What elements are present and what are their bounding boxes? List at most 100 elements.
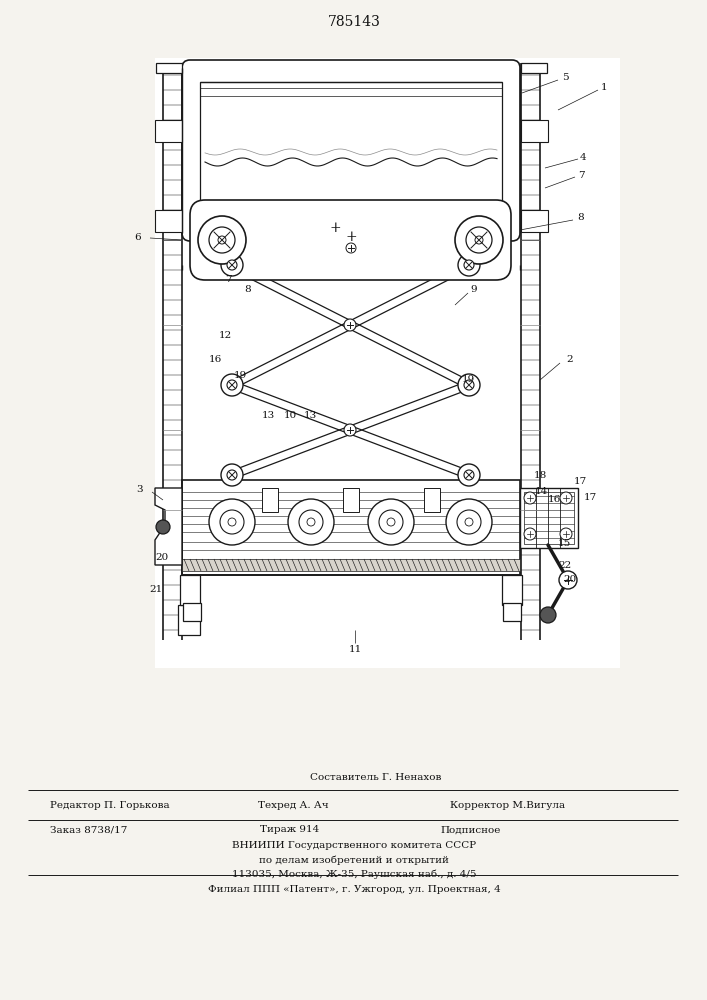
Bar bbox=[424, 488, 440, 512]
Text: 5: 5 bbox=[561, 74, 568, 83]
Bar bbox=[524, 492, 574, 544]
Text: 2: 2 bbox=[567, 356, 573, 364]
Text: 6: 6 bbox=[135, 232, 141, 241]
Text: по делам изобретений и открытий: по делам изобретений и открытий bbox=[259, 855, 449, 865]
Circle shape bbox=[227, 380, 237, 390]
Text: 8: 8 bbox=[578, 214, 584, 223]
Text: 1: 1 bbox=[601, 83, 607, 92]
Bar bbox=[521, 120, 548, 142]
Text: 9: 9 bbox=[471, 286, 477, 294]
Text: 19: 19 bbox=[462, 375, 474, 384]
FancyBboxPatch shape bbox=[182, 60, 520, 241]
Text: +: + bbox=[345, 230, 357, 244]
Circle shape bbox=[455, 216, 503, 264]
Bar bbox=[183, 603, 201, 621]
Circle shape bbox=[559, 571, 577, 589]
Circle shape bbox=[368, 499, 414, 545]
Text: 14: 14 bbox=[534, 488, 548, 496]
Text: 17: 17 bbox=[573, 478, 587, 487]
Circle shape bbox=[387, 518, 395, 526]
Text: 11: 11 bbox=[349, 646, 361, 654]
Text: 4: 4 bbox=[580, 152, 586, 161]
Text: ВНИИПИ Государственного комитета СССР: ВНИИПИ Государственного комитета СССР bbox=[232, 842, 476, 850]
Bar bbox=[503, 603, 521, 621]
Text: 3: 3 bbox=[136, 486, 144, 494]
Text: 15: 15 bbox=[557, 538, 571, 548]
Text: 13: 13 bbox=[262, 410, 274, 420]
Circle shape bbox=[218, 236, 226, 244]
Circle shape bbox=[458, 254, 480, 276]
Text: 19: 19 bbox=[233, 370, 247, 379]
Text: 16: 16 bbox=[547, 495, 561, 504]
Circle shape bbox=[209, 227, 235, 253]
Text: 13: 13 bbox=[303, 410, 317, 420]
Bar bbox=[521, 210, 548, 232]
Circle shape bbox=[524, 492, 536, 504]
Text: 10: 10 bbox=[284, 410, 297, 420]
Circle shape bbox=[458, 374, 480, 396]
Text: 20: 20 bbox=[563, 576, 577, 584]
Circle shape bbox=[344, 424, 356, 436]
Circle shape bbox=[209, 499, 255, 545]
FancyBboxPatch shape bbox=[190, 200, 511, 280]
Bar bbox=[155, 120, 182, 142]
Circle shape bbox=[221, 464, 243, 486]
Circle shape bbox=[288, 499, 334, 545]
Circle shape bbox=[446, 499, 492, 545]
Bar bbox=[156, 63, 182, 73]
Text: 22: 22 bbox=[559, 560, 572, 570]
Bar bbox=[520, 488, 578, 548]
Text: 113035, Москва, Ж-35, Раушская наб., д. 4/5: 113035, Москва, Ж-35, Раушская наб., д. … bbox=[232, 869, 477, 879]
Bar bbox=[155, 58, 620, 668]
Circle shape bbox=[344, 319, 356, 331]
Text: 17: 17 bbox=[583, 493, 597, 502]
Text: 18: 18 bbox=[533, 471, 547, 480]
Text: 785143: 785143 bbox=[327, 15, 380, 29]
Circle shape bbox=[524, 528, 536, 540]
Bar bbox=[178, 605, 200, 635]
Circle shape bbox=[466, 227, 492, 253]
Bar bbox=[200, 82, 502, 202]
Bar bbox=[343, 488, 359, 512]
Text: 7: 7 bbox=[578, 170, 584, 180]
Circle shape bbox=[560, 528, 572, 540]
Bar bbox=[180, 575, 200, 605]
Circle shape bbox=[540, 607, 556, 623]
Bar bbox=[521, 63, 547, 73]
Circle shape bbox=[464, 260, 474, 270]
Text: Заказ 8738/17: Заказ 8738/17 bbox=[50, 826, 127, 834]
Circle shape bbox=[227, 470, 237, 480]
Text: Подписное: Подписное bbox=[440, 826, 501, 834]
Text: Составитель Г. Ненахов: Составитель Г. Ненахов bbox=[310, 774, 441, 782]
Bar bbox=[502, 575, 522, 605]
Circle shape bbox=[299, 510, 323, 534]
Text: 16: 16 bbox=[209, 356, 221, 364]
Circle shape bbox=[346, 243, 356, 253]
Text: 8: 8 bbox=[245, 286, 251, 294]
Text: Редактор П. Горькова: Редактор П. Горькова bbox=[50, 800, 170, 810]
Bar bbox=[182, 559, 520, 571]
Circle shape bbox=[228, 518, 236, 526]
Text: 12: 12 bbox=[218, 330, 232, 340]
Bar bbox=[155, 210, 182, 232]
Circle shape bbox=[379, 510, 403, 534]
Text: Тираж 914: Тираж 914 bbox=[260, 826, 320, 834]
Text: Техред А. Ач: Техред А. Ач bbox=[258, 800, 329, 810]
Text: 21: 21 bbox=[149, 585, 163, 594]
Circle shape bbox=[475, 236, 483, 244]
Text: Филиал ППП «Патент», г. Ужгород, ул. Проектная, 4: Филиал ППП «Патент», г. Ужгород, ул. Про… bbox=[208, 884, 501, 894]
Text: 20: 20 bbox=[156, 554, 169, 562]
Circle shape bbox=[465, 518, 473, 526]
Circle shape bbox=[198, 216, 246, 264]
Circle shape bbox=[156, 520, 170, 534]
Circle shape bbox=[464, 380, 474, 390]
Circle shape bbox=[221, 374, 243, 396]
Bar bbox=[262, 488, 278, 512]
Circle shape bbox=[464, 470, 474, 480]
Polygon shape bbox=[155, 488, 182, 565]
Circle shape bbox=[227, 260, 237, 270]
Text: +: + bbox=[329, 221, 341, 235]
Bar bbox=[182, 480, 520, 575]
Circle shape bbox=[458, 464, 480, 486]
Circle shape bbox=[560, 492, 572, 504]
